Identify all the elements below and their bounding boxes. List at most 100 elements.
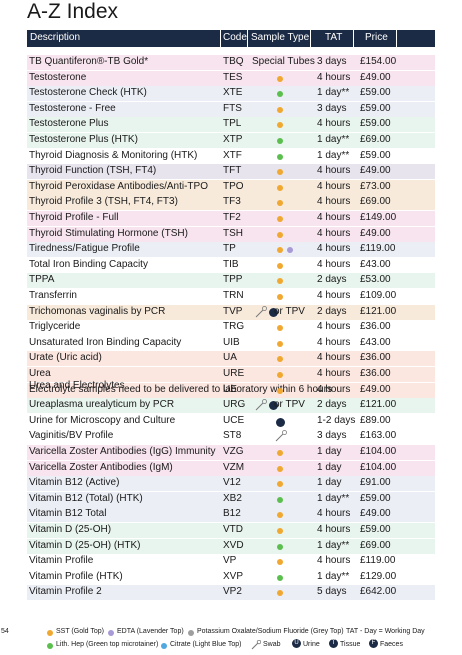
legend-tat-note: TAT - Day = Working Day bbox=[346, 628, 425, 635]
test-description: Thyroid Function (TSH, FT4) bbox=[29, 165, 157, 177]
table-row: Vaginitis/BV Profile ST8 3 days £163.00 bbox=[27, 429, 435, 445]
green-dot-icon bbox=[277, 138, 283, 144]
test-description: Transferrin bbox=[29, 290, 77, 301]
test-price: £121.00 bbox=[360, 305, 397, 317]
test-description: TPPA bbox=[29, 274, 55, 286]
turnaround-time: 3 days bbox=[317, 102, 347, 114]
turnaround-time: 4 hours bbox=[317, 212, 351, 223]
test-description: Thyroid Diagnosis & Monitoring (HTK) bbox=[29, 149, 198, 161]
test-price: £69.00 bbox=[360, 134, 391, 145]
sst-dot-icon bbox=[277, 231, 283, 238]
legend-edta: EDTA (Lavender Top) bbox=[117, 628, 184, 635]
test-code: VP bbox=[223, 555, 237, 567]
tissue-icon: T bbox=[329, 639, 338, 648]
table-row: Urate (Uric acid) UA 4 hours £36.00 bbox=[27, 351, 435, 367]
turnaround-time: 4 hours bbox=[317, 71, 351, 83]
sst-dot-icon bbox=[277, 340, 283, 347]
table-row: Vitamin B12 Total B12 4 hours £49.00 bbox=[27, 507, 435, 523]
test-code: VP2 bbox=[223, 586, 242, 598]
test-code: TIB bbox=[223, 258, 239, 270]
sst-dot-icon bbox=[277, 106, 283, 113]
turnaround-time: 4 hours bbox=[317, 165, 351, 177]
turnaround-time: 4 hours bbox=[317, 368, 351, 379]
test-code: XB2 bbox=[223, 492, 242, 504]
urine-icon: U bbox=[292, 639, 301, 648]
test-price: £43.00 bbox=[360, 258, 391, 270]
edta-dot-icon bbox=[108, 630, 114, 636]
test-description: Testosterone Plus (HTK) bbox=[29, 134, 138, 145]
table-row: Testosterone - Free FTS 3 days £59.00 bbox=[27, 101, 435, 117]
test-description: Varicella Zoster Antibodies (IgG) Immuni… bbox=[29, 446, 216, 457]
table-row: Transferrin TRN 4 hours £109.00 bbox=[27, 289, 435, 304]
table-row: Thyroid Stimulating Hormone (TSH) TSH 4 ho… bbox=[27, 226, 435, 242]
test-note: Electrolyte samples need to be delivered… bbox=[29, 383, 332, 395]
test-description: Thyroid Peroxidase Antibodies/Anti-TPO bbox=[29, 180, 208, 192]
edta-dot-icon bbox=[287, 247, 293, 254]
test-price: £59.00 bbox=[360, 524, 391, 535]
test-price: £59.00 bbox=[360, 492, 391, 504]
test-description: Vitamin Profile 2 bbox=[29, 586, 102, 598]
turnaround-time: 4 hours bbox=[317, 243, 351, 255]
test-price: £59.00 bbox=[360, 102, 391, 114]
header-sample-type: Sample Type bbox=[251, 32, 310, 43]
turnaround-time: 4 hours bbox=[317, 508, 351, 520]
test-code: XTP bbox=[223, 134, 243, 145]
test-price: £154.00 bbox=[360, 56, 397, 67]
test-price: £53.00 bbox=[360, 274, 391, 286]
test-code: TPP bbox=[223, 274, 243, 286]
table-row: Ureaplasma urealyticum by PCR URG 2 days £1… bbox=[27, 398, 435, 414]
urine-icon bbox=[276, 417, 285, 427]
green-dot-icon bbox=[277, 543, 283, 550]
test-price: £642.00 bbox=[360, 586, 397, 598]
turnaround-time: 1 day** bbox=[317, 570, 350, 582]
test-code: UE bbox=[223, 383, 237, 395]
test-code: XVD bbox=[223, 539, 244, 551]
table-row: Thyroid Peroxidase Antibodies/Anti-TPO TP… bbox=[27, 179, 435, 195]
test-description: Urate (Uric acid) bbox=[29, 352, 102, 364]
legend-swab: Swab bbox=[263, 641, 281, 648]
test-price: £36.00 bbox=[360, 352, 391, 364]
sample-type-text: or TPV bbox=[274, 399, 305, 411]
table-row: Urine for Microscopy and Culture UCE 1-2 d… bbox=[27, 413, 435, 429]
header-price: Price bbox=[365, 32, 388, 43]
page-title: A-Z Index bbox=[27, 0, 119, 23]
table-row: TPPA TPP 2 days £53.00 bbox=[27, 273, 435, 289]
test-code: VZG bbox=[223, 446, 244, 457]
table-row: Vitamin Profile (HTK) XVP 1 day** £129.00 bbox=[27, 569, 435, 585]
sample-type-text: Special Tubes bbox=[252, 56, 315, 67]
test-description: Vitamin D (25-OH) (HTK) bbox=[29, 539, 141, 551]
sst-dot-icon bbox=[277, 122, 283, 129]
test-description: Ureaplasma urealyticum by PCR bbox=[29, 399, 175, 411]
sst-dot-icon bbox=[277, 512, 283, 519]
turnaround-time: 4 hours bbox=[317, 290, 351, 301]
urine-icon bbox=[269, 307, 278, 317]
sst-dot-icon bbox=[277, 450, 283, 456]
table-header: Description Code Sample Type TAT Price bbox=[27, 30, 435, 47]
urine-icon bbox=[269, 401, 278, 411]
test-description: Urea and Electrolytes bbox=[29, 379, 125, 391]
test-description: Tiredness/Fatigue Profile bbox=[29, 243, 140, 255]
test-code: TES bbox=[223, 71, 243, 83]
sample-type-text: or TPV bbox=[274, 305, 305, 317]
table-row: Varicella Zoster Antibodies (IgG) Immuni… bbox=[27, 445, 435, 460]
turnaround-time: 2 days bbox=[317, 399, 347, 411]
test-price: £89.00 bbox=[360, 414, 391, 426]
header-code: Code bbox=[223, 32, 247, 43]
sst-dot-icon bbox=[277, 356, 283, 363]
test-code: XTF bbox=[223, 149, 242, 161]
turnaround-time: 4 hours bbox=[317, 352, 351, 364]
turnaround-time: 1 day bbox=[317, 477, 342, 489]
test-description: Vitamin D (25-OH) bbox=[29, 524, 112, 535]
sst-dot-icon bbox=[277, 184, 283, 191]
test-price: £36.00 bbox=[360, 368, 391, 379]
green-dot-icon bbox=[277, 574, 283, 581]
green-dot-icon bbox=[277, 496, 283, 503]
table-row: TB Quantiferon®-TB Gold* TBQ 3 days £154.00… bbox=[27, 55, 435, 70]
test-description: Triglyceride bbox=[29, 321, 81, 333]
turnaround-time: 1 day** bbox=[317, 492, 350, 504]
test-description: Thyroid Profile - Full bbox=[29, 212, 119, 223]
turnaround-time: 4 hours bbox=[317, 227, 351, 239]
swab-icon bbox=[255, 399, 267, 411]
table-row: Tiredness/Fatigue Profile TP 4 hours £119.0… bbox=[27, 242, 435, 258]
table-row: Vitamin Profile 2 VP2 5 days £642.00 bbox=[27, 585, 435, 601]
